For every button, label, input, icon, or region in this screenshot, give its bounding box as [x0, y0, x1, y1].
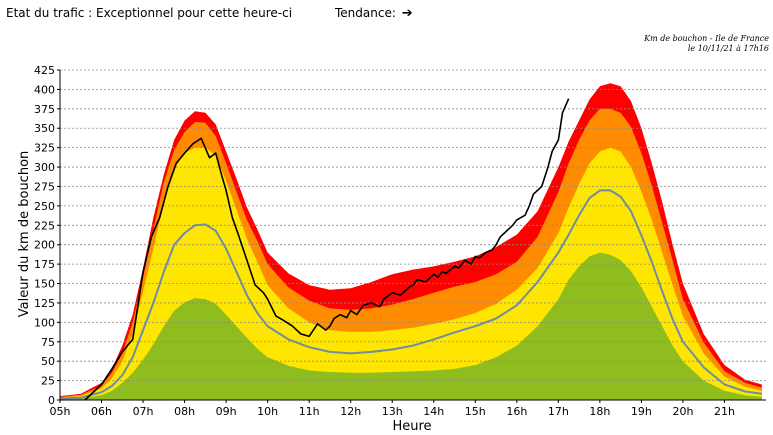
- series-line-moyenne: [59, 189, 762, 400]
- y-tick-label: 175: [34, 258, 55, 271]
- x-tick-label: 06h: [91, 405, 112, 418]
- x-tick-label: 15h: [465, 405, 486, 418]
- x-tick-label: 09h: [216, 405, 237, 418]
- y-tick-label: 100: [34, 316, 55, 329]
- x-tick-labels: 05h 06h 07h 08h 09h 10h 11h 12h 13h 14h 15h 16h 17h 1…: [50, 400, 735, 418]
- caption-title: Km de bouchon - Ile de France: [644, 34, 769, 43]
- x-tick-label: 16h: [506, 405, 527, 418]
- x-tick-label: 14h: [423, 405, 444, 418]
- y-tick-label: 300: [34, 161, 55, 174]
- y-tick-label: 250: [34, 200, 55, 213]
- y-tick-label: 50: [41, 355, 55, 368]
- x-tick-label: 05h: [50, 405, 71, 418]
- y-tick-label: 400: [34, 83, 55, 96]
- axes: [59, 70, 766, 401]
- x-tick-label: 07h: [133, 405, 154, 418]
- x-tick-label: 19h: [631, 405, 652, 418]
- y-tick-label: 0: [48, 394, 55, 407]
- x-tick-label: 21h: [714, 405, 735, 418]
- series-line-actuel: [84, 98, 570, 401]
- trend-indicator: Tendance: ➔: [335, 6, 413, 21]
- x-tick-label: 17h: [548, 405, 569, 418]
- y-tick-label: 375: [34, 103, 55, 116]
- y-tick-label: 125: [34, 297, 55, 310]
- x-tick-label: 12h: [340, 405, 361, 418]
- y-tick-label: 75: [41, 336, 55, 349]
- y-axis-label: Valeur du km de bouchon: [17, 151, 32, 318]
- y-tick-label: 325: [34, 142, 55, 155]
- y-tick-label: 425: [34, 64, 55, 77]
- band-areas: [60, 83, 762, 401]
- trend-label: Tendance:: [335, 6, 400, 20]
- y-tick-label: 200: [34, 239, 55, 252]
- gridlines: [60, 69, 766, 381]
- y-tick-label: 25: [41, 375, 55, 388]
- caption-date: le 10/11/21 à 17h16: [687, 44, 769, 53]
- y-tick-label: 225: [34, 219, 55, 232]
- right-arrow-icon: ➔: [401, 6, 413, 21]
- y-tick-label: 350: [34, 122, 55, 135]
- x-tick-label: 08h: [174, 405, 195, 418]
- x-tick-label: 13h: [382, 405, 403, 418]
- traffic-status: Etat du trafic : Exceptionnel pour cette…: [6, 6, 292, 20]
- series-lines: [59, 98, 762, 401]
- traffic-status-value: Exceptionnel pour cette heure-ci: [96, 6, 293, 20]
- traffic-status-label: Etat du trafic :: [6, 6, 97, 20]
- x-tick-label: 20h: [672, 405, 693, 418]
- chart-caption: Km de bouchon - Ile de France le 10/11/2…: [609, 34, 769, 54]
- y-tick-label: 150: [34, 278, 55, 291]
- y-tick-labels: 0 25 50 75 100 125 150 175 200 225 250 275 300 325 350…: [34, 64, 60, 407]
- y-tick-label: 275: [34, 180, 55, 193]
- band-low: [60, 252, 762, 400]
- x-tick-label: 10h: [257, 405, 278, 418]
- x-axis-label: Heure: [392, 419, 431, 434]
- x-tick-label: 11h: [299, 405, 320, 418]
- x-tick-label: 18h: [589, 405, 610, 418]
